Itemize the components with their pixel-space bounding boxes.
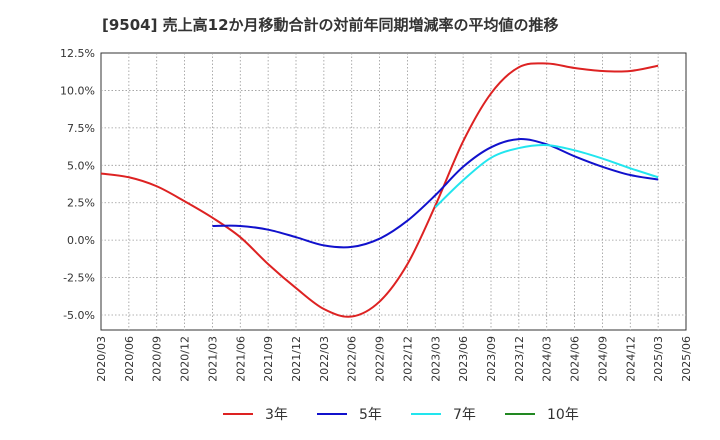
y-tick-label: 10.0%: [60, 84, 95, 97]
x-tick-label: 2023/03: [429, 336, 442, 382]
y-tick-label: 7.5%: [67, 122, 95, 135]
x-tick-label: 2021/09: [262, 336, 275, 382]
grid-lines: [101, 53, 686, 330]
y-tick-label: 5.0%: [67, 159, 95, 172]
series-line: [100, 62, 659, 318]
x-tick-label: 2023/09: [485, 336, 498, 382]
x-tick-label: 2020/09: [151, 336, 164, 382]
x-tick-label: 2023/06: [457, 336, 470, 382]
x-tick-labels: 2020/03 2020/06 2020/09 2020/12 2021/03 2021/…: [95, 336, 693, 382]
series-line: [212, 138, 659, 249]
x-tick-label: 2021/12: [290, 336, 303, 382]
legend-label: 5年: [359, 407, 382, 423]
series-line: [434, 144, 659, 208]
chart-title: [9504] 売上高12か月移動合計の対前年同期増減率の平均値の推移: [102, 16, 559, 34]
y-tick-label: 2.5%: [67, 197, 95, 210]
x-tick-label: 2024/06: [569, 336, 582, 382]
x-tick-label: 2022/09: [374, 336, 387, 382]
legend-label: 3年: [265, 407, 288, 423]
x-tick-label: 2022/12: [401, 336, 414, 382]
series-lines: [100, 62, 659, 318]
x-tick-label: 2024/09: [596, 336, 609, 382]
x-tick-label: 2023/12: [513, 336, 526, 382]
x-tick-label: 2024/12: [624, 336, 637, 382]
y-tick-label: 0.0%: [67, 234, 95, 247]
x-tick-label: 2022/03: [318, 336, 331, 382]
x-tick-label: 2024/03: [541, 336, 554, 382]
legend: 3年 5年 7年 10年: [223, 407, 579, 423]
x-tick-label: 2021/03: [206, 336, 219, 382]
x-tick-label: 2022/06: [346, 336, 359, 382]
x-tick-label: 2021/06: [234, 336, 247, 382]
x-tick-label: 2020/06: [123, 336, 136, 382]
legend-label: 7年: [453, 407, 476, 423]
y-tick-labels: 12.5% 10.0% 7.5% 5.0% 2.5% 0.0% -2.5% -5.0%: [60, 47, 95, 322]
x-tick-label: 2020/03: [95, 336, 108, 382]
x-tick-label: 2020/12: [179, 336, 192, 382]
y-tick-label: -5.0%: [63, 309, 95, 322]
x-tick-label: 2025/03: [652, 336, 665, 382]
x-tick-label: 2025/06: [680, 336, 693, 382]
legend-label: 10年: [547, 407, 579, 423]
y-tick-label: -2.5%: [63, 272, 95, 285]
y-tick-label: 12.5%: [60, 47, 95, 60]
plot-area: [100, 52, 687, 331]
